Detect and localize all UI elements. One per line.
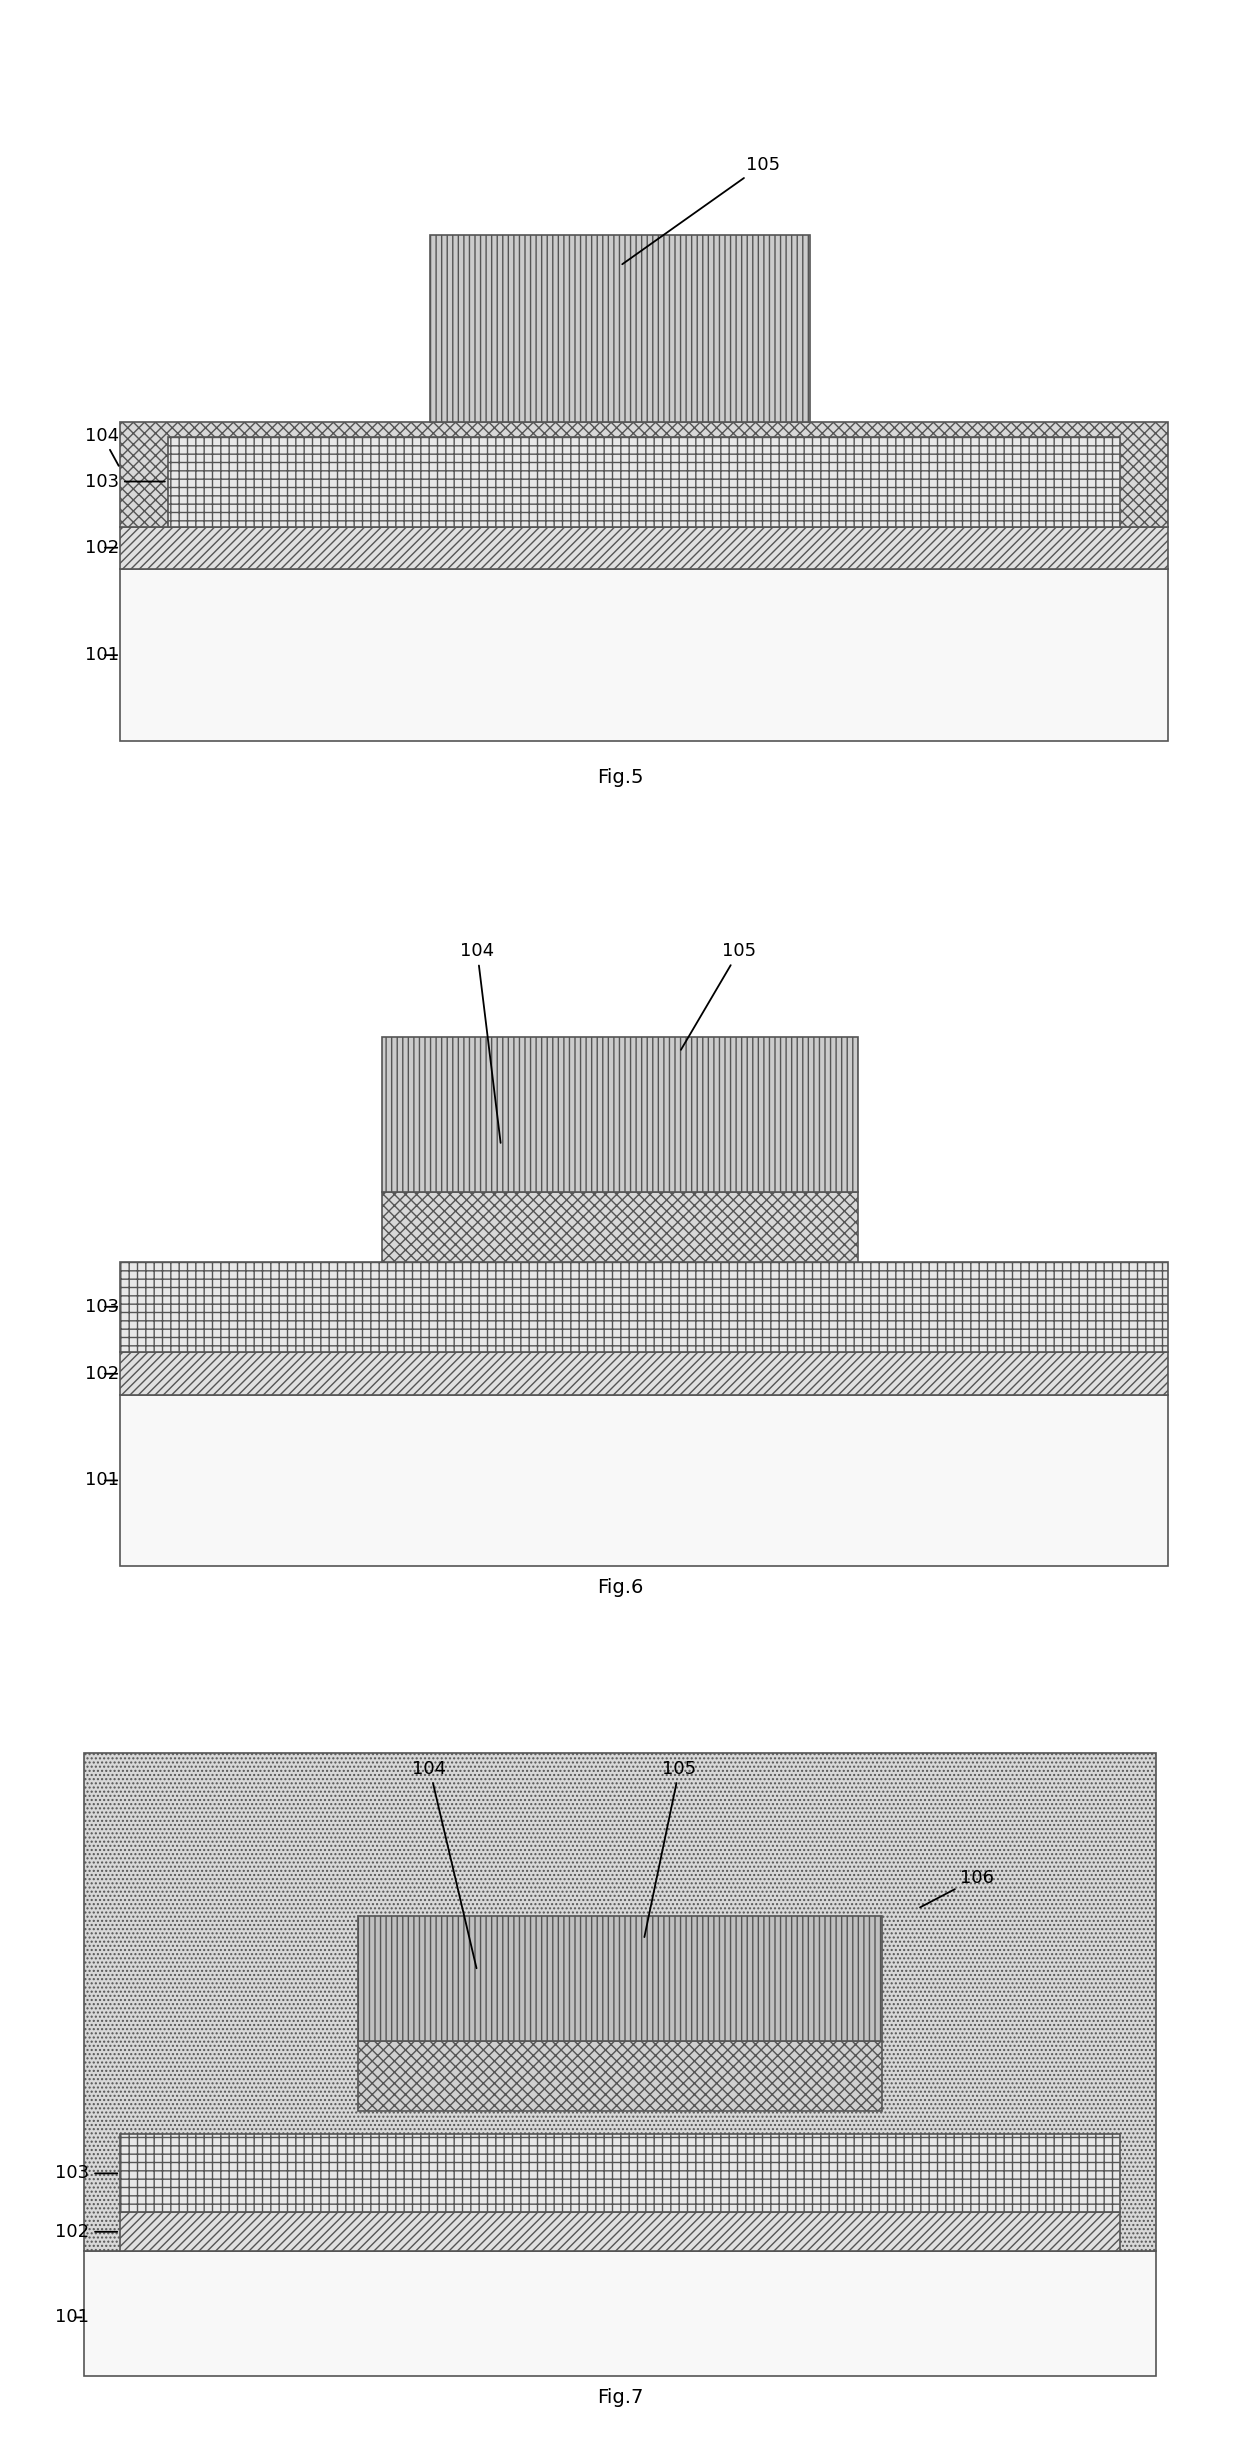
Text: 106: 106 xyxy=(920,1870,994,1906)
Text: 101: 101 xyxy=(86,1471,119,1490)
Text: 101: 101 xyxy=(86,646,119,663)
Bar xyxy=(120,2134,1120,2212)
Text: 104: 104 xyxy=(460,942,501,1143)
Text: 104: 104 xyxy=(413,1759,476,1967)
Text: 105: 105 xyxy=(681,942,756,1050)
Text: Fig.7: Fig.7 xyxy=(596,2388,644,2408)
Text: 101: 101 xyxy=(56,2308,89,2327)
Text: Fig.5: Fig.5 xyxy=(596,768,644,788)
Bar xyxy=(84,1752,1156,2251)
Bar xyxy=(167,438,1120,526)
Bar xyxy=(120,570,1168,741)
Bar xyxy=(429,235,811,421)
Text: 104: 104 xyxy=(86,426,119,465)
Bar xyxy=(382,1192,858,1263)
Bar xyxy=(382,1038,858,1192)
Text: 103: 103 xyxy=(56,2166,118,2183)
Bar xyxy=(358,2041,882,2112)
Text: 103: 103 xyxy=(86,1297,119,1316)
Bar xyxy=(120,526,1168,570)
Text: Fig.6: Fig.6 xyxy=(596,1578,644,1598)
Bar xyxy=(120,421,1168,526)
Bar xyxy=(120,1395,1168,1566)
Text: 105: 105 xyxy=(645,1759,697,1938)
Text: 105: 105 xyxy=(622,157,780,264)
Bar xyxy=(120,1263,1168,1353)
Text: 103: 103 xyxy=(86,472,165,489)
Bar xyxy=(120,1353,1168,1395)
Text: 102: 102 xyxy=(56,2222,118,2241)
Bar xyxy=(120,2212,1120,2251)
Bar xyxy=(84,2251,1156,2376)
Text: 102: 102 xyxy=(86,1365,119,1383)
Text: 102: 102 xyxy=(86,538,119,555)
Bar xyxy=(358,1916,882,2041)
